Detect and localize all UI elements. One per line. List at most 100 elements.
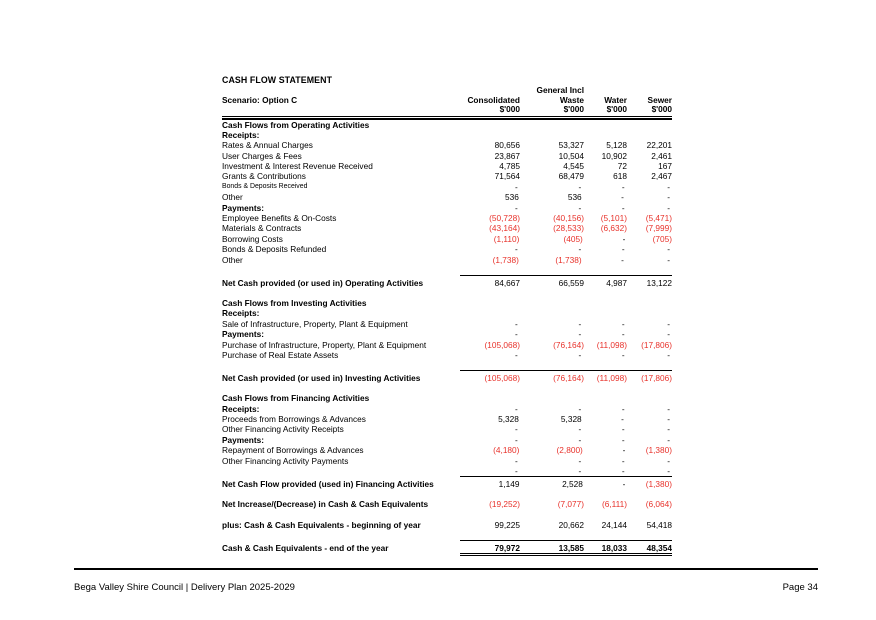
cell-value: 71,564 [494, 171, 520, 182]
table-row: Borrowing Costs (1,110) (405) - (705) [222, 234, 672, 244]
cell-value: 20,662 [558, 519, 584, 530]
cell-value: 48,354 [646, 542, 672, 553]
table-row: Cash Flows from Operating Activities [222, 120, 672, 130]
table-row: Other 536 536 - - [222, 192, 672, 202]
cell-value: - [514, 424, 518, 435]
cell-value: - [578, 181, 582, 192]
footer-page-number: Page 34 [782, 582, 818, 593]
cell-value: 99,225 [494, 519, 520, 530]
table-row: Payments: - - - - [222, 435, 672, 445]
row-label: Receipts: [222, 129, 260, 140]
row-label: Cash Flows from Financing Activities [222, 393, 370, 404]
row-label: Purchase of Real Estate Assets [222, 349, 339, 360]
cell-value: (76,164) [553, 372, 584, 383]
cell-value: (405) [563, 233, 583, 244]
cell-value: - [667, 414, 671, 425]
cell-value: (76,164) [553, 339, 584, 350]
row-label: Purchase of Infrastructure, Property, Pl… [222, 339, 427, 350]
column-unit: $'000 [606, 104, 627, 114]
row-values: ---- [460, 456, 672, 466]
statement-rows: Cash Flows from Operating Activities Rece… [222, 120, 672, 557]
row-values: ---- [460, 244, 672, 254]
table-row: Proceeds from Borrowings & Advances 5,328… [222, 414, 672, 424]
row-label: Sale of Infrastructure, Property, Plant … [222, 318, 408, 329]
table-row: Purchase of Infrastructure, Property, Pl… [222, 340, 672, 350]
row-label: Net Cash provided (or used in) Investing… [222, 372, 421, 383]
row-values: 4,785 4,545 72 167 [460, 161, 672, 171]
cell-value [460, 393, 520, 403]
cell-value: 80,656 [494, 140, 520, 151]
row-label: Cash Flows from Investing Activities [222, 297, 367, 308]
cell-value [520, 120, 584, 130]
cell-value [627, 393, 672, 403]
statement-title: CASH FLOW STATEMENT [222, 75, 333, 85]
row-values: (105,068) (76,164) (11,098) (17,806) [460, 370, 672, 383]
row-spacer [222, 489, 672, 499]
row-label: Net Increase/(Decrease) in Cash & Cash E… [222, 499, 429, 510]
cell-value: 22,201 [646, 140, 672, 151]
column-header-water: Water [604, 94, 627, 105]
cell-value: 13,585 [558, 542, 584, 553]
header-rule [222, 115, 672, 120]
cell-value: (7,077) [557, 499, 584, 510]
cell-value: (17,806) [641, 372, 672, 383]
row-label: Other [222, 192, 243, 203]
table-row: Payments: - - - - [222, 203, 672, 213]
table-row: Net Cash provided (or used in) Operating… [222, 275, 672, 288]
row-label: Proceeds from Borrowings & Advances [222, 414, 366, 425]
row-values: (4,180) (2,800) - (1,380) [460, 445, 672, 455]
table-row: Investment & Interest Revenue Received 4,… [222, 161, 672, 171]
cell-value [520, 393, 584, 403]
cell-value: (28,533) [553, 223, 584, 234]
table-row: Other Financing Activity Receipts - - - - [222, 424, 672, 434]
cell-value: 5,328 [560, 414, 582, 425]
footer-rule [74, 568, 818, 570]
cell-value: (1,738) [555, 254, 582, 265]
cell-value: - [514, 349, 518, 360]
cell-value: (5,101) [600, 213, 627, 224]
cell-value: (7,999) [645, 223, 672, 234]
cell-value: - [578, 244, 582, 255]
cell-value: 4,987 [606, 277, 627, 288]
cell-value: 2,467 [651, 171, 672, 182]
row-values: ---- [460, 404, 672, 414]
cell-value: 4,785 [499, 161, 520, 172]
table-row: Other Financing Activity Payments - - - - [222, 456, 672, 466]
cell-value: 79,972 [494, 542, 520, 553]
row-label: Payments: [222, 434, 264, 445]
cell-value: - [578, 434, 582, 445]
row-values: 536 536 - - [460, 192, 672, 202]
cell-value: - [514, 465, 518, 476]
cell-value: - [578, 329, 582, 340]
cell-value: - [514, 181, 518, 192]
cell-value: - [514, 434, 518, 445]
row-values: 71,564 68,479 618 2,467 [460, 171, 672, 181]
cell-value: - [621, 349, 625, 360]
cell-value: 68,479 [558, 171, 584, 182]
row-label: Receipts: [222, 308, 260, 319]
table-row: Other (1,738) (1,738) - - [222, 255, 672, 265]
cell-value: - [578, 455, 582, 466]
cell-value: - [514, 244, 518, 255]
cell-value: 10,902 [601, 150, 627, 161]
row-label [222, 466, 460, 476]
row-label: Employee Benefits & On-Costs [222, 213, 337, 224]
row-values: ---- [460, 435, 672, 445]
cell-value: 24,144 [601, 519, 627, 530]
cell-value: (11,098) [596, 372, 627, 383]
table-row: Receipts: - - - - [222, 404, 672, 414]
row-spacer [222, 288, 672, 298]
table-row: User Charges & Fees 23,867 10,504 10,902 2,4… [222, 151, 672, 161]
column-header-general-incl: General Incl [536, 85, 585, 95]
cell-value [627, 120, 672, 130]
table-row: Net Cash Flow provided (used in) Financi… [222, 476, 672, 489]
header-line-2: Scenario: Option C Consolidated Waste Wa… [222, 94, 672, 106]
row-label: Grants & Contributions [222, 171, 306, 182]
cell-value: - [578, 318, 582, 329]
row-values: 80,656 53,327 5,128 22,201 [460, 140, 672, 150]
cell-value: - [621, 318, 625, 329]
row-values: 5,328 5,328 - - [460, 414, 672, 424]
cell-value [520, 308, 584, 318]
cell-value: 536 [567, 192, 582, 203]
scenario-label: Scenario: Option C [222, 94, 298, 105]
